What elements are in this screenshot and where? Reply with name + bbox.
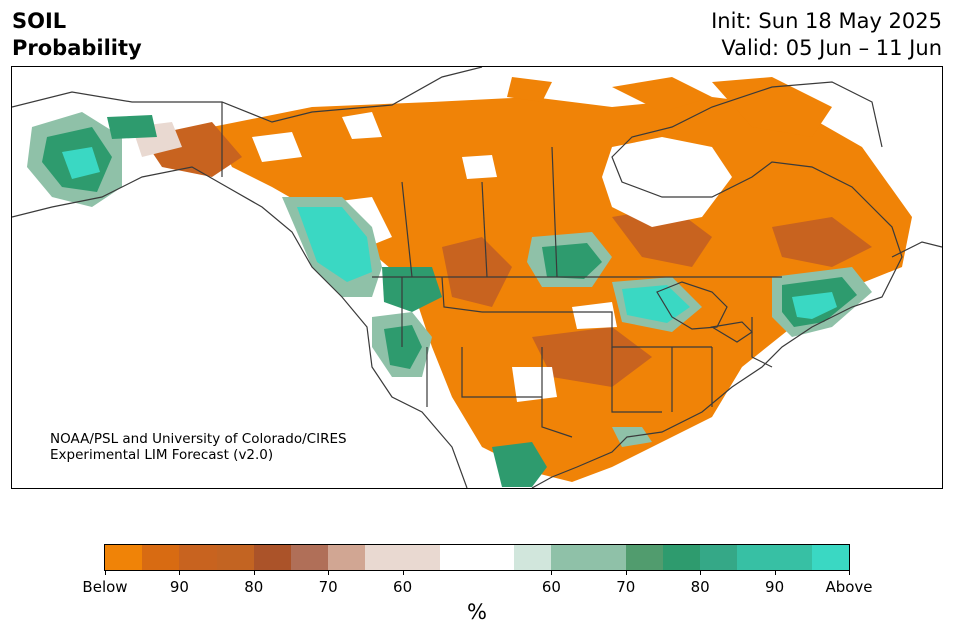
colorbar-segment bbox=[216, 545, 254, 570]
colorbar-segment bbox=[439, 545, 478, 570]
colorbar-segment bbox=[663, 545, 701, 570]
colorbar-tick-label: 70 bbox=[616, 578, 636, 596]
colorbar-segment bbox=[811, 545, 850, 570]
colorbar-tick-mark bbox=[105, 570, 106, 575]
colorbar-tick-mark bbox=[551, 570, 553, 575]
colorbar-segment bbox=[328, 545, 366, 570]
colorbar-tick-label: 70 bbox=[318, 578, 338, 596]
attribution-line1: NOAA/PSL and University of Colorado/CIRE… bbox=[50, 431, 347, 447]
map-title: SOIL Probability bbox=[12, 8, 142, 62]
attribution: NOAA/PSL and University of Colorado/CIRE… bbox=[50, 431, 347, 463]
north-america-map bbox=[12, 67, 942, 488]
colorbar-tick-label: 90 bbox=[765, 578, 785, 596]
colorbar-segment bbox=[477, 545, 515, 570]
colorbar-segment bbox=[700, 545, 738, 570]
colorbar-tick-label: 80 bbox=[690, 578, 710, 596]
colorbar-segment bbox=[142, 545, 180, 570]
title-variable: SOIL bbox=[12, 9, 67, 33]
colorbar-tick-mark bbox=[774, 570, 776, 575]
colorbar-segment bbox=[737, 545, 775, 570]
colorbar-tick-mark bbox=[700, 570, 702, 575]
colorbar-tick-mark bbox=[849, 570, 850, 575]
colorbar-segment bbox=[514, 545, 552, 570]
colorbar-unit-label: % bbox=[467, 600, 487, 624]
forecast-dates: Init: Sun 18 May 2025 Valid: 05 Jun – 11… bbox=[711, 8, 942, 62]
colorbar-tick-label: Below bbox=[82, 578, 128, 596]
colorbar-tick-mark bbox=[179, 570, 181, 575]
colorbar bbox=[104, 544, 850, 571]
valid-dates: Valid: 05 Jun – 11 Jun bbox=[721, 36, 942, 60]
colorbar-segment bbox=[179, 545, 217, 570]
colorbar-segment bbox=[365, 545, 403, 570]
colorbar-segment bbox=[588, 545, 626, 570]
below-probability-areas bbox=[212, 77, 912, 482]
colorbar-tick-mark bbox=[402, 570, 404, 575]
colorbar-segment bbox=[402, 545, 440, 570]
colorbar-tick-label: 60 bbox=[541, 578, 561, 596]
colorbar-segment bbox=[625, 545, 664, 570]
coastlines-and-borders bbox=[12, 67, 942, 488]
colorbar-segment bbox=[774, 545, 812, 570]
colorbar-tick-mark bbox=[625, 570, 627, 575]
colorbar-segment bbox=[551, 545, 589, 570]
colorbar-segment bbox=[291, 545, 329, 570]
colorbar-tick-mark bbox=[253, 570, 255, 575]
title-product: Probability bbox=[12, 36, 142, 60]
colorbar-tick-label: 60 bbox=[393, 578, 413, 596]
init-date: Init: Sun 18 May 2025 bbox=[711, 9, 942, 33]
colorbar-tick-mark bbox=[328, 570, 330, 575]
colorbar-segment bbox=[105, 545, 143, 570]
colorbar-tick-label: 90 bbox=[169, 578, 189, 596]
above-probability-areas bbox=[27, 112, 872, 487]
colorbar-tick-label: 80 bbox=[244, 578, 264, 596]
attribution-line2: Experimental LIM Forecast (v2.0) bbox=[50, 447, 274, 463]
forecast-map: NOAA/PSL and University of Colorado/CIRE… bbox=[11, 66, 943, 489]
colorbar-tick-label: Above bbox=[825, 578, 873, 596]
colorbar-segment bbox=[253, 545, 292, 570]
